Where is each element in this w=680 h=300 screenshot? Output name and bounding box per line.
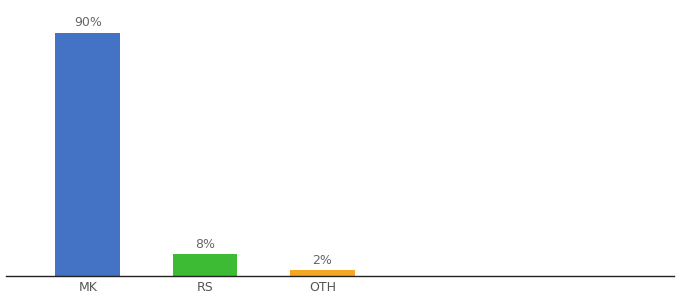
- Text: 2%: 2%: [313, 254, 333, 267]
- Bar: [290, 271, 355, 276]
- Bar: [173, 254, 237, 276]
- Text: 8%: 8%: [195, 238, 215, 251]
- Bar: [56, 33, 120, 276]
- Text: 90%: 90%: [73, 16, 101, 29]
